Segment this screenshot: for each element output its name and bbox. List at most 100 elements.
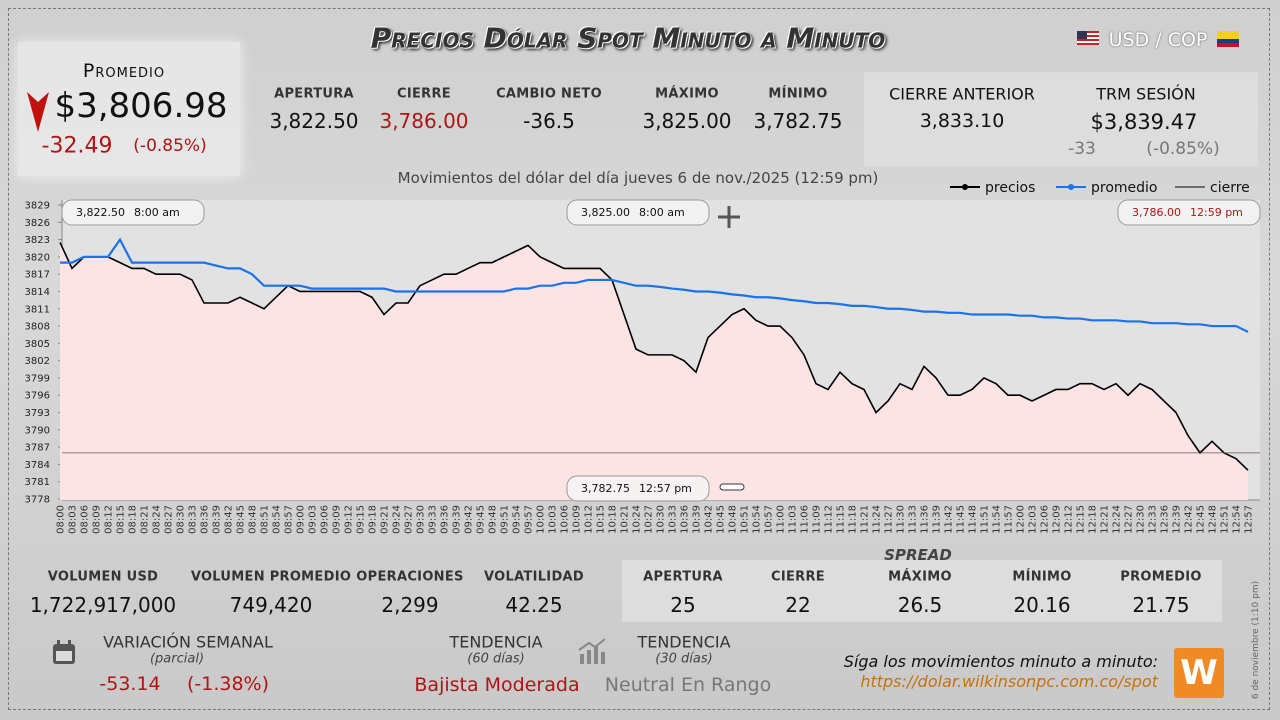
stat-value: 3,825.00 — [642, 109, 732, 133]
spread-value: 25 — [670, 593, 696, 617]
x-tick-label: 08:48 — [248, 505, 259, 534]
y-tick-label: 3781 — [25, 477, 50, 488]
annotation-box — [566, 475, 710, 502]
x-tick-label: 09:21 — [380, 505, 391, 534]
annotation-price: 3,822.50 — [76, 206, 125, 219]
x-tick-label: 09:45 — [476, 505, 487, 534]
trend30-label: TENDENCIA — [637, 632, 731, 652]
x-tick-label: 09:27 — [404, 505, 415, 534]
legend-label: promedio — [1091, 180, 1158, 196]
annotation-time: 8:00 am — [134, 206, 180, 219]
y-tick-label: 3796 — [25, 391, 50, 402]
x-tick-label: 12:33 — [1148, 505, 1159, 534]
x-tick-label: 10:03 — [548, 505, 559, 534]
x-tick-label: 10:12 — [584, 505, 595, 534]
stats-box — [864, 72, 1258, 166]
chart-subtitle: Movimientos del dólar del día jueves 6 d… — [397, 169, 879, 187]
x-tick-label: 10:57 — [764, 505, 775, 534]
x-tick-label: 10:51 — [740, 505, 751, 534]
x-tick-label: 12:51 — [1220, 505, 1231, 534]
x-tick-label: 08:03 — [68, 505, 79, 534]
x-tick-label: 09:30 — [416, 505, 427, 534]
volume-label: VOLUMEN USD — [47, 569, 159, 585]
x-tick-label: 10:18 — [608, 505, 619, 534]
annotation-box — [1117, 199, 1261, 226]
x-tick-label: 08:51 — [260, 505, 271, 534]
volume-value: 42.25 — [505, 593, 563, 617]
x-tick-label: 10:39 — [692, 505, 703, 534]
x-tick-label: 11:00 — [776, 505, 787, 534]
x-tick-label: 12:06 — [1040, 505, 1051, 534]
x-tick-label: 08:57 — [284, 505, 295, 534]
volume-value: 1,722,917,000 — [29, 593, 177, 617]
spread-value: 26.5 — [897, 593, 943, 617]
x-tick-label: 12:42 — [1184, 505, 1195, 534]
x-tick-label: 09:24 — [392, 505, 403, 534]
x-tick-label: 11:18 — [848, 505, 859, 534]
y-tick-label: 3790 — [25, 425, 50, 436]
x-tick-label: 11:39 — [932, 505, 943, 534]
annotation-box — [61, 199, 205, 226]
promedio-value: $3,806.98 — [54, 86, 228, 126]
trm-change: -33 — [1068, 139, 1096, 159]
volume-label: VOLATILIDAD — [484, 569, 584, 585]
x-tick-label: 08:54 — [272, 505, 283, 534]
weekly-label: VARIACIÓN SEMANAL — [103, 632, 273, 652]
x-tick-label: 09:33 — [428, 505, 439, 534]
x-tick-label: 08:21 — [140, 505, 151, 534]
weekly-pct: (-1.38%) — [186, 673, 270, 695]
spread-label: CIERRE — [771, 569, 825, 585]
stat-label: CIERRE — [397, 86, 451, 102]
x-tick-label: 12:54 — [1232, 505, 1243, 534]
x-tick-label: 08:15 — [116, 505, 127, 534]
annotation-price: 3,786.00 — [1132, 206, 1181, 219]
spread-value: 21.75 — [1132, 593, 1190, 617]
x-tick-label: 11:03 — [788, 505, 799, 534]
y-tick-label: 3823 — [25, 235, 50, 246]
logo: W — [1174, 648, 1224, 698]
x-tick-label: 11:36 — [920, 505, 931, 534]
x-tick-label: 09:57 — [524, 505, 535, 534]
legend-dot — [1068, 184, 1074, 190]
x-tick-label: 12:12 — [1064, 505, 1075, 534]
spread-box — [622, 560, 1222, 622]
annotation-box — [566, 199, 710, 226]
x-tick-label: 08:18 — [128, 505, 139, 534]
trend60-value: Bajista Moderada — [414, 674, 580, 696]
y-tick-label: 3814 — [25, 287, 50, 298]
stat-value: -36.5 — [523, 109, 575, 133]
x-tick-label: 09:39 — [452, 505, 463, 534]
x-tick-label: 09:42 — [464, 505, 475, 534]
x-tick-label: 11:27 — [884, 505, 895, 534]
trm-value: $3,839.47 — [1090, 110, 1198, 134]
weekly-change: -53.14 — [99, 673, 161, 695]
previous-value: 3,833.10 — [919, 110, 1005, 132]
x-tick-label: 12:09 — [1052, 505, 1063, 534]
annotation-time: 12:57 pm — [639, 482, 692, 495]
spread-value: 22 — [785, 593, 811, 617]
trend30-value: Neutral En Rango — [604, 674, 772, 696]
stat-value: 3,782.75 — [753, 109, 843, 133]
x-tick-label: 10:09 — [572, 505, 583, 534]
x-tick-label: 08:45 — [236, 505, 247, 534]
x-tick-label: 09:00 — [296, 505, 307, 534]
spread-title: SPREAD — [884, 546, 952, 564]
stat-label: APERTURA — [274, 86, 354, 102]
y-tick-label: 3829 — [25, 201, 50, 212]
x-tick-label: 12:00 — [1016, 505, 1027, 534]
x-tick-label: 08:39 — [212, 505, 223, 534]
promo-url: https://dolar.wilkinsonpc.com.co/spot — [860, 672, 1158, 691]
spread-label: APERTURA — [643, 569, 723, 585]
y-tick-label: 3805 — [25, 339, 50, 350]
x-tick-label: 10:33 — [668, 505, 679, 534]
promedio-label: Promedio — [82, 60, 166, 82]
x-tick-label: 12:45 — [1196, 505, 1207, 534]
weekly-note: (parcial) — [149, 651, 205, 667]
volume-value: 2,299 — [381, 593, 439, 617]
flag-us — [1077, 31, 1099, 45]
x-tick-label: 10:24 — [632, 505, 643, 534]
trend60-label: TENDENCIA — [449, 632, 543, 652]
x-tick-label: 08:06 — [80, 505, 91, 534]
x-tick-label: 11:48 — [968, 505, 979, 534]
